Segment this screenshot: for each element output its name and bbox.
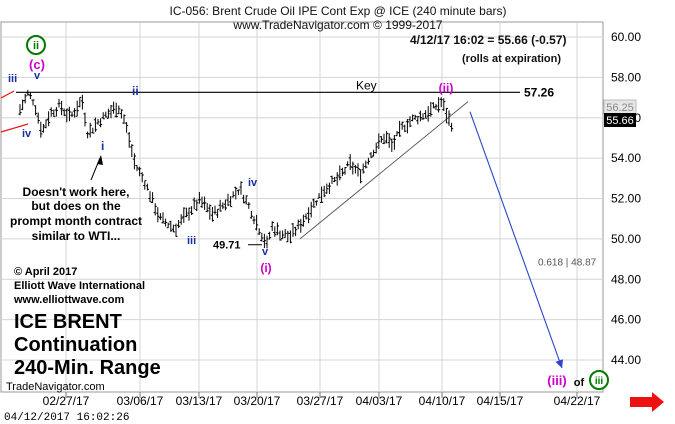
- x-tick-label: 04/03/17: [356, 394, 403, 408]
- y-tick-label: 52.00: [611, 192, 641, 206]
- x-tick-label: 04/15/17: [477, 394, 524, 408]
- y-tick-label: 44.00: [611, 353, 641, 367]
- x-tick-label: 02/27/17: [43, 394, 90, 408]
- y-tick-label: 48.00: [611, 272, 641, 286]
- scroll-right-arrow[interactable]: [630, 392, 664, 412]
- x-tick-label: 04/10/17: [419, 394, 466, 408]
- y-tick-label: 58.00: [611, 70, 641, 84]
- wave-label-iii-low: iii: [187, 235, 196, 247]
- big-title-line-2: Continuation: [14, 334, 137, 356]
- wave-label-paren-i: (i): [260, 261, 271, 275]
- wave-label-ii-mid: ii: [132, 84, 139, 98]
- projection-arrowhead: [555, 359, 564, 369]
- wave-label-iii-left: iii: [8, 73, 17, 85]
- x-tick-label: 03/20/17: [234, 394, 281, 408]
- circle-iii-marker: [589, 370, 609, 390]
- price-bars: [18, 89, 454, 249]
- key-value: 57.26: [524, 85, 554, 99]
- last-price-tag: [604, 113, 636, 127]
- x-tick-label: 03/06/17: [117, 394, 164, 408]
- wave-label-paren-ii: (ii): [439, 81, 454, 95]
- copyright: © April 2017: [14, 266, 77, 278]
- website: www.elliottwave.com: [13, 294, 124, 306]
- comment-line-1: Doesn't work here,: [23, 185, 130, 199]
- x-tick-label: 03/13/17: [176, 394, 223, 408]
- x-tick-label: 04/22/17: [554, 394, 601, 408]
- y-tick-label: 50.00: [611, 232, 641, 246]
- x-tick-label: 03/27/17: [297, 394, 344, 408]
- rolls-note: (rolls at expiration): [462, 53, 561, 65]
- y-tick-label: 46.00: [611, 313, 641, 327]
- key-label: Key: [356, 78, 377, 92]
- wave-label-iv-left: iv: [22, 128, 32, 140]
- wave-label-circle-ii: ii: [33, 40, 39, 52]
- wave-label-iv-mid: iv: [248, 177, 258, 189]
- wave-label-target-iii: (iii): [547, 373, 567, 388]
- circle-ii-marker: [26, 35, 46, 55]
- x-axis: 02/27/17 03/06/17 03/13/17 03/20/17 03/27/17…: [43, 392, 601, 408]
- red-trend-line: [0, 123, 29, 133]
- quote-line: 4/12/17 16:02 = 55.66 (-0.57): [410, 33, 566, 47]
- wave-label-v-top: v: [34, 70, 41, 82]
- comment-line-2: but does on the: [31, 199, 121, 213]
- wave-label-of: of: [574, 377, 585, 389]
- y-axis: 44.0046.0048.0050.0052.0054.0056.0058.00…: [611, 30, 641, 367]
- last-price-text: 55.66: [606, 115, 634, 127]
- prev-price-text: 56.25: [606, 102, 634, 114]
- fib-target-label: 0.618 | 48.87: [538, 258, 597, 269]
- brand-name: TradeNavigator.com: [6, 381, 105, 393]
- plot-area: [0, 21, 604, 393]
- wave-label-c: (c): [29, 57, 45, 72]
- y-tick-label: 54.00: [611, 151, 641, 165]
- company-name: Elliott Wave International: [14, 280, 145, 292]
- comment-line-3: prompt month contract: [10, 214, 142, 228]
- low-label: 49.71: [213, 240, 241, 252]
- wave-label-v-low: v: [262, 246, 269, 258]
- projection-line: [469, 111, 563, 369]
- big-title-line-3: 240-Min. Range: [14, 357, 161, 379]
- grid-lines: [1, 22, 603, 392]
- y-tick-label: 60.00: [611, 30, 641, 44]
- comment-pointer-head: [97, 155, 103, 165]
- channel-line: [299, 101, 469, 240]
- big-title-line-1: ICE BRENT: [14, 311, 122, 333]
- red-trend-line-upper: [0, 90, 15, 99]
- source-line: www.TradeNavigator.com © 1999-2017: [232, 18, 442, 32]
- chart-title: IC-056: Brent Crude Oil IPE Cont Exp @ I…: [170, 4, 507, 18]
- comment-line-4: similar to WTI...: [32, 229, 121, 243]
- wave-label-i-mid: i: [101, 139, 104, 153]
- wave-label-circle-iii: iii: [595, 376, 604, 387]
- timestamp: 04/12/2017 16:02:26: [4, 412, 129, 424]
